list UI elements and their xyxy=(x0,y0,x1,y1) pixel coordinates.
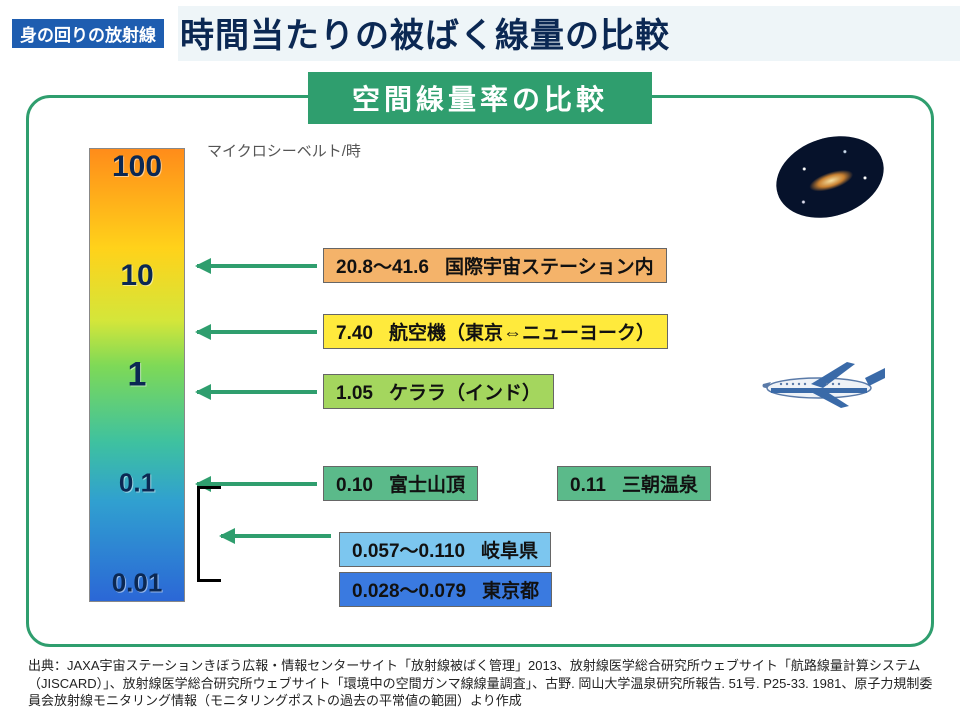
data-label: 国際宇宙ステーション内 xyxy=(445,257,654,278)
data-value: 0.11 xyxy=(570,475,606,496)
citation-text: 出典：JAXA宇宙ステーションきぼう広報・情報センターサイト「放射線被ばく管理」… xyxy=(28,657,940,710)
pointer-arrow xyxy=(197,330,317,334)
data-label: 岐阜県 xyxy=(481,541,538,562)
data-value: 1.05 xyxy=(336,383,373,404)
bracket-arrow xyxy=(221,534,331,538)
data-value: 0.057～0.110 xyxy=(352,541,465,562)
data-value: 0.028～0.079 xyxy=(352,581,466,602)
galaxy-icon xyxy=(766,123,895,231)
subtitle-banner: 空間線量率の比較 xyxy=(308,72,652,124)
data-label: 三朝温泉 xyxy=(622,475,698,496)
pointer-arrow xyxy=(197,390,317,394)
scale-tick: 0.1 xyxy=(90,468,184,499)
data-box: 1.05 ケララ（インド） xyxy=(323,374,554,409)
data-value: 0.10 xyxy=(336,475,373,496)
unit-label: マイクロシーベルト/時 xyxy=(207,140,361,161)
data-box: 0.057～0.110 岐阜県 xyxy=(339,532,551,567)
title-wrap: 時間当たりの被ばく線量の比較 xyxy=(178,6,960,61)
data-label: 航空機（東京⇔ニューヨーク） xyxy=(389,323,655,344)
data-box: 0.10 富士山頂 xyxy=(323,466,478,501)
scale-bar: 100 10 1 0.1 0.01 xyxy=(89,148,185,602)
category-badge: 身の回りの放射線 xyxy=(12,19,164,48)
header: 身の回りの放射線 時間当たりの被ばく線量の比較 xyxy=(0,0,960,67)
data-box: 20.8～41.6 国際宇宙ステーション内 xyxy=(323,248,667,283)
content-frame: 空間線量率の比較 マイクロシーベルト/時 1001010.10.01 20.8～… xyxy=(26,95,934,647)
scale-tick: 100 xyxy=(90,150,184,184)
range-bracket xyxy=(197,486,221,582)
data-label: 富士山頂 xyxy=(389,475,465,496)
data-label: 東京都 xyxy=(482,581,539,602)
pointer-arrow xyxy=(197,264,317,268)
data-box: 0.11 三朝温泉 xyxy=(557,466,711,501)
airplane-icon xyxy=(757,354,887,414)
page-title: 時間当たりの被ばく線量の比較 xyxy=(180,17,670,55)
scale-tick: 0.01 xyxy=(90,567,184,598)
data-value: 7.40 xyxy=(336,323,373,344)
scale-tick: 1 xyxy=(90,356,184,395)
scale-tick: 10 xyxy=(90,259,184,293)
data-box: 7.40 航空機（東京⇔ニューヨーク） xyxy=(323,314,668,349)
data-box: 0.028～0.079 東京都 xyxy=(339,572,552,607)
data-value: 20.8～41.6 xyxy=(336,257,429,278)
data-label: ケララ（インド） xyxy=(389,383,541,404)
